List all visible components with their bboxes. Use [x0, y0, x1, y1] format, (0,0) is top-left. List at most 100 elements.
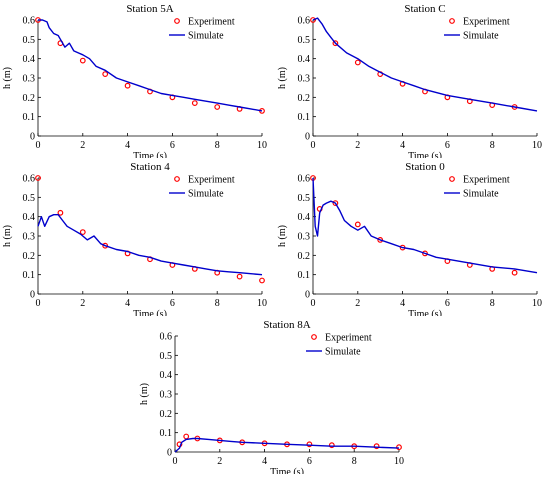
y-tick-label: 0.4	[23, 54, 36, 65]
x-tick-label: 0	[311, 140, 316, 151]
y-tick-label: 0.3	[298, 74, 311, 85]
legend-box	[168, 12, 250, 44]
y-tick-label: 0.5	[298, 35, 311, 46]
legend-label: Simulate	[463, 31, 499, 42]
series-line-simulate	[37, 214, 263, 276]
y-tick-label: 0	[30, 290, 35, 301]
x-axis-label: Time (s)	[408, 309, 442, 316]
y-tick-label: 0.1	[160, 428, 173, 439]
data-point-experiment	[396, 444, 402, 451]
legend-marker-experiment	[449, 18, 455, 24]
series-line-simulate	[38, 19, 263, 112]
legend-box	[168, 170, 250, 202]
chart-svg: Station C 0 0.1 0.2 0.3 0.4 0.5 0.6 0 2 4 6 8 10 Time …	[277, 3, 542, 162]
y-axis-label: h (m)	[2, 225, 13, 247]
data-point-experiment	[102, 71, 109, 77]
chart-title: Station 8A	[263, 319, 310, 331]
legend-label: Experiment	[188, 17, 235, 28]
data-point-experiment	[306, 441, 313, 448]
x-axis-label: Time (s)	[408, 151, 442, 158]
legend-label: Experiment	[325, 333, 372, 344]
data-point-experiment	[354, 221, 361, 228]
legend-label: Experiment	[188, 175, 235, 186]
y-tick-label: 0	[305, 132, 310, 143]
legend-marker-experiment	[311, 334, 317, 340]
data-point-experiment	[124, 82, 131, 89]
legend-label: Experiment	[463, 17, 510, 28]
x-tick-label: 6	[170, 140, 175, 151]
legend-label: Simulate	[325, 347, 361, 358]
x-tick-label: 2	[80, 140, 85, 151]
data-point-experiment	[422, 250, 428, 257]
y-tick-label: 0.6	[160, 332, 173, 343]
y-tick-label: 0.3	[298, 232, 311, 243]
x-tick-label: 8	[490, 140, 495, 151]
series-line-simulate	[312, 17, 538, 112]
y-tick-label: 0.3	[23, 232, 36, 243]
x-tick-label: 4	[400, 298, 405, 309]
y-tick-label: 0.2	[298, 251, 311, 262]
y-tick-label: 0	[305, 290, 310, 301]
legend-marker-experiment	[174, 18, 180, 24]
x-tick-label: 2	[217, 456, 222, 467]
data-point-experiment	[259, 277, 265, 284]
chart-station-c: Station C 0 0.1 0.2 0.3 0.4 0.5 0.6 0 2 4 6 8 10 Time …	[275, 0, 550, 162]
x-tick-label: 4	[262, 456, 267, 467]
legend-label: Simulate	[188, 189, 224, 200]
data-point-experiment	[102, 242, 109, 249]
y-tick-label: 0.6	[298, 174, 311, 185]
x-tick-label: 10	[257, 298, 267, 309]
x-tick-label: 2	[355, 140, 360, 151]
data-point-experiment	[310, 17, 316, 23]
y-tick-label: 0.6	[23, 174, 36, 185]
chart-svg: Station 4 0 0.1 0.2 0.3 0.4 0.5 0.6 0 2 4 6 8 10 Time …	[2, 161, 267, 320]
x-tick-label: 4	[125, 140, 130, 151]
chart-svg: Station 0 0 0.1 0.2 0.3 0.4 0.5 0.6 0 2 4 6 8 10 Time …	[277, 161, 542, 320]
y-tick-label: 0.5	[23, 35, 36, 46]
y-tick-label: 0.6	[298, 16, 311, 27]
y-tick-label: 0.2	[23, 251, 36, 262]
chart-title: Station 5A	[126, 3, 173, 15]
y-axis-label: h (m)	[277, 67, 288, 89]
legend-label: Simulate	[463, 189, 499, 200]
x-tick-label: 10	[394, 456, 404, 467]
data-point-experiment	[332, 40, 339, 47]
x-tick-label: 6	[445, 298, 450, 309]
y-tick-label: 0.4	[298, 212, 311, 223]
chart-title: Station C	[404, 3, 445, 15]
x-tick-label: 10	[257, 140, 267, 151]
y-tick-label: 0.1	[298, 270, 311, 281]
x-tick-label: 10	[532, 298, 542, 309]
y-tick-label: 0.4	[160, 370, 173, 381]
data-point-experiment	[354, 59, 361, 66]
y-tick-label: 0.1	[23, 270, 36, 281]
data-point-experiment	[511, 269, 518, 276]
y-tick-label: 0	[167, 448, 172, 459]
chart-title: Station 0	[405, 161, 445, 173]
y-axis-label: h (m)	[277, 225, 288, 247]
x-tick-label: 2	[355, 298, 360, 309]
series-line-simulate	[174, 437, 400, 453]
chart-station-0: Station 0 0 0.1 0.2 0.3 0.4 0.5 0.6 0 2 4 6 8 10 Time …	[275, 158, 550, 320]
legend-box	[443, 12, 525, 44]
x-tick-label: 6	[307, 456, 312, 467]
x-tick-label: 4	[125, 298, 130, 309]
y-axis-label: h (m)	[139, 383, 150, 405]
x-tick-label: 6	[170, 298, 175, 309]
data-point-experiment	[236, 273, 243, 280]
y-tick-label: 0.1	[298, 112, 311, 123]
series-line-simulate	[312, 177, 538, 274]
chart-station-5a: Station 5A 0 0.1 0.2 0.3 0.4 0.5 0.6 0 2 4 6 8 10 Time…	[0, 0, 275, 162]
legend-label: Simulate	[188, 31, 224, 42]
y-tick-label: 0.3	[23, 74, 36, 85]
x-tick-label: 6	[445, 140, 450, 151]
x-axis-label: Time (s)	[133, 151, 167, 158]
y-tick-label: 0.5	[160, 351, 173, 362]
x-tick-label: 0	[36, 298, 41, 309]
legend-label: Experiment	[463, 175, 510, 186]
y-tick-label: 0.5	[23, 193, 36, 204]
chart-svg: Station 8A 0 0.1 0.2 0.3 0.4 0.5 0.6 0 2 4 6 8 10 Time…	[139, 319, 404, 478]
chart-svg: Station 5A 0 0.1 0.2 0.3 0.4 0.5 0.6 0 2 4 6 8 10 Time…	[2, 3, 267, 162]
y-tick-label: 0.3	[160, 390, 173, 401]
data-point-experiment	[214, 104, 221, 110]
